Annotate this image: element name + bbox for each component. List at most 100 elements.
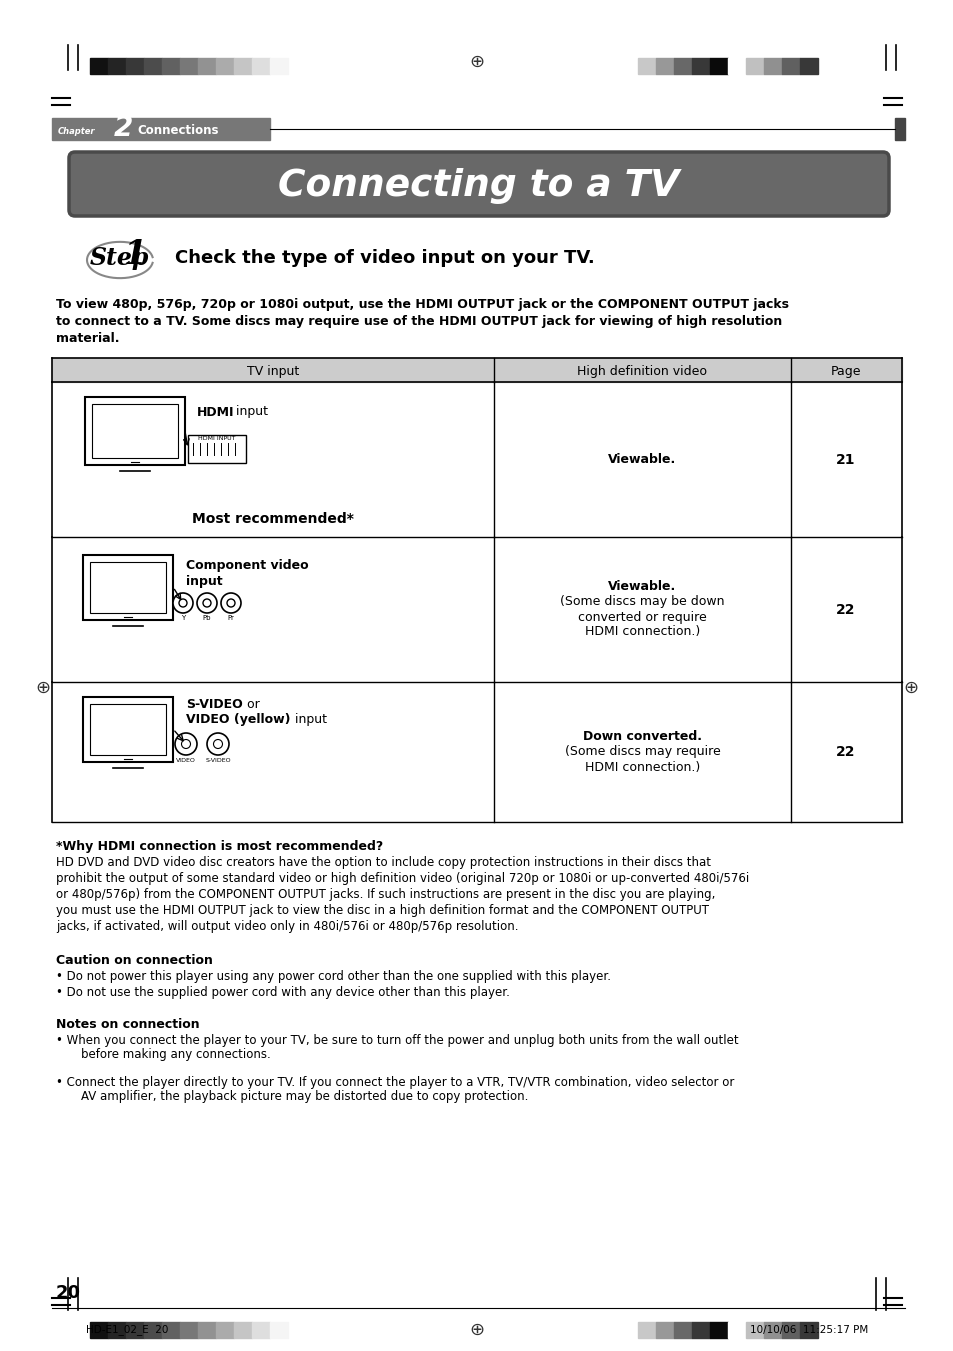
Bar [90,704,166,755]
Text: *Why HDMI connection is most recommended?: *Why HDMI connection is most recommended… [56,840,383,852]
Text: Step: Step [90,246,150,270]
Bar [727,58,745,74]
Circle shape [174,734,196,755]
Circle shape [213,739,222,748]
Text: S-VIDEO: S-VIDEO [205,758,231,763]
Bar [673,1323,691,1337]
Text: HD DVD and DVD video disc creators have the option to include copy protection in: HD DVD and DVD video disc creators have … [56,857,710,869]
Text: • When you connect the player to your TV, be sure to turn off the power and unpl: • When you connect the player to your TV… [56,1034,738,1047]
Bar [215,1323,233,1337]
Bar [745,1323,763,1337]
Bar [691,58,709,74]
Text: Caution on connection: Caution on connection [56,954,213,967]
Bar [691,1323,709,1337]
Bar [52,358,901,382]
Text: TV input: TV input [247,366,299,378]
Bar [781,58,800,74]
Bar [215,58,233,74]
Text: HDMI connection.): HDMI connection.) [584,626,700,639]
Bar [656,1323,673,1337]
Text: 10/10/06  11:25:17 PM: 10/10/06 11:25:17 PM [749,1325,867,1335]
Bar [763,58,781,74]
Bar [252,1323,270,1337]
Bar [83,555,172,620]
Text: Viewable.: Viewable. [608,581,676,593]
Bar [108,1323,126,1337]
Bar [745,58,763,74]
Bar [144,1323,162,1337]
Bar [894,118,904,141]
Circle shape [172,593,193,613]
Circle shape [196,593,216,613]
Text: Notes on connection: Notes on connection [56,1019,199,1031]
Circle shape [227,598,234,607]
Bar [656,58,673,74]
Bar [270,1323,288,1337]
Bar [638,1323,656,1337]
Bar [91,404,178,458]
Bar [126,58,144,74]
Text: Viewable.: Viewable. [608,453,676,466]
Bar [198,58,215,74]
Bar [233,1323,252,1337]
Text: ⊕: ⊕ [469,53,484,72]
Bar [709,58,727,74]
Bar [233,58,252,74]
Bar [85,397,185,465]
Text: jacks, if activated, will output video only in 480i/576i or 480p/576p resolution: jacks, if activated, will output video o… [56,920,518,934]
Text: material.: material. [56,332,119,345]
Text: HDMI connection.): HDMI connection.) [584,761,700,774]
Text: 22: 22 [836,603,855,616]
Bar [52,118,270,141]
Bar [709,1323,727,1337]
Text: input: input [232,405,268,419]
Bar [144,58,162,74]
Bar [781,1323,800,1337]
Text: Chapter: Chapter [58,127,95,135]
Text: • Do not power this player using any power cord other than the one supplied with: • Do not power this player using any pow… [56,970,610,984]
Text: • Do not use the supplied power cord with any device other than this player.: • Do not use the supplied power cord wit… [56,986,509,998]
Text: Component video: Component video [186,558,309,571]
Text: you must use the HDMI OUTPUT jack to view the disc in a high definition format a: you must use the HDMI OUTPUT jack to vie… [56,904,708,917]
Circle shape [221,593,241,613]
Text: to connect to a TV. Some discs may require use of the HDMI OUTPUT jack for viewi: to connect to a TV. Some discs may requi… [56,315,781,328]
Bar [800,58,817,74]
Bar [162,58,180,74]
Text: VIDEO (yellow): VIDEO (yellow) [186,712,291,725]
Text: input: input [291,712,327,725]
Text: Down converted.: Down converted. [582,731,701,743]
Bar [800,1323,817,1337]
Bar [90,562,166,613]
Bar [763,1323,781,1337]
Bar [252,58,270,74]
Bar [270,58,288,74]
Text: (Some discs may require: (Some discs may require [564,746,720,758]
Text: ⊕: ⊕ [902,680,918,697]
Bar [180,58,198,74]
Text: VIDEO: VIDEO [176,758,195,763]
Text: input: input [186,574,222,588]
Text: HDMI: HDMI [196,405,234,419]
Circle shape [203,598,211,607]
Text: ⊕: ⊕ [469,1321,484,1339]
Text: ⊕: ⊕ [35,680,51,697]
Text: 22: 22 [836,744,855,759]
Circle shape [179,598,187,607]
Bar [162,1323,180,1337]
Text: converted or require: converted or require [578,611,706,624]
Text: before making any connections.: before making any connections. [66,1048,271,1061]
Text: Check the type of video input on your TV.: Check the type of video input on your TV… [174,249,594,267]
Text: High definition video: High definition video [577,366,707,378]
Text: prohibit the output of some standard video or high definition video (original 72: prohibit the output of some standard vid… [56,871,748,885]
Text: Connections: Connections [137,124,218,138]
Bar [90,1323,108,1337]
Bar [638,58,656,74]
Bar [198,1323,215,1337]
Text: or 480p/576p) from the COMPONENT OUTPUT jacks. If such instructions are present : or 480p/576p) from the COMPONENT OUTPUT … [56,888,715,901]
Text: Y: Y [181,615,185,621]
Text: S-VIDEO: S-VIDEO [186,698,242,712]
Text: (Some discs may be down: (Some discs may be down [559,596,724,608]
Text: 2: 2 [113,113,133,142]
Text: Pr: Pr [228,615,234,621]
Text: Pb: Pb [203,615,211,621]
